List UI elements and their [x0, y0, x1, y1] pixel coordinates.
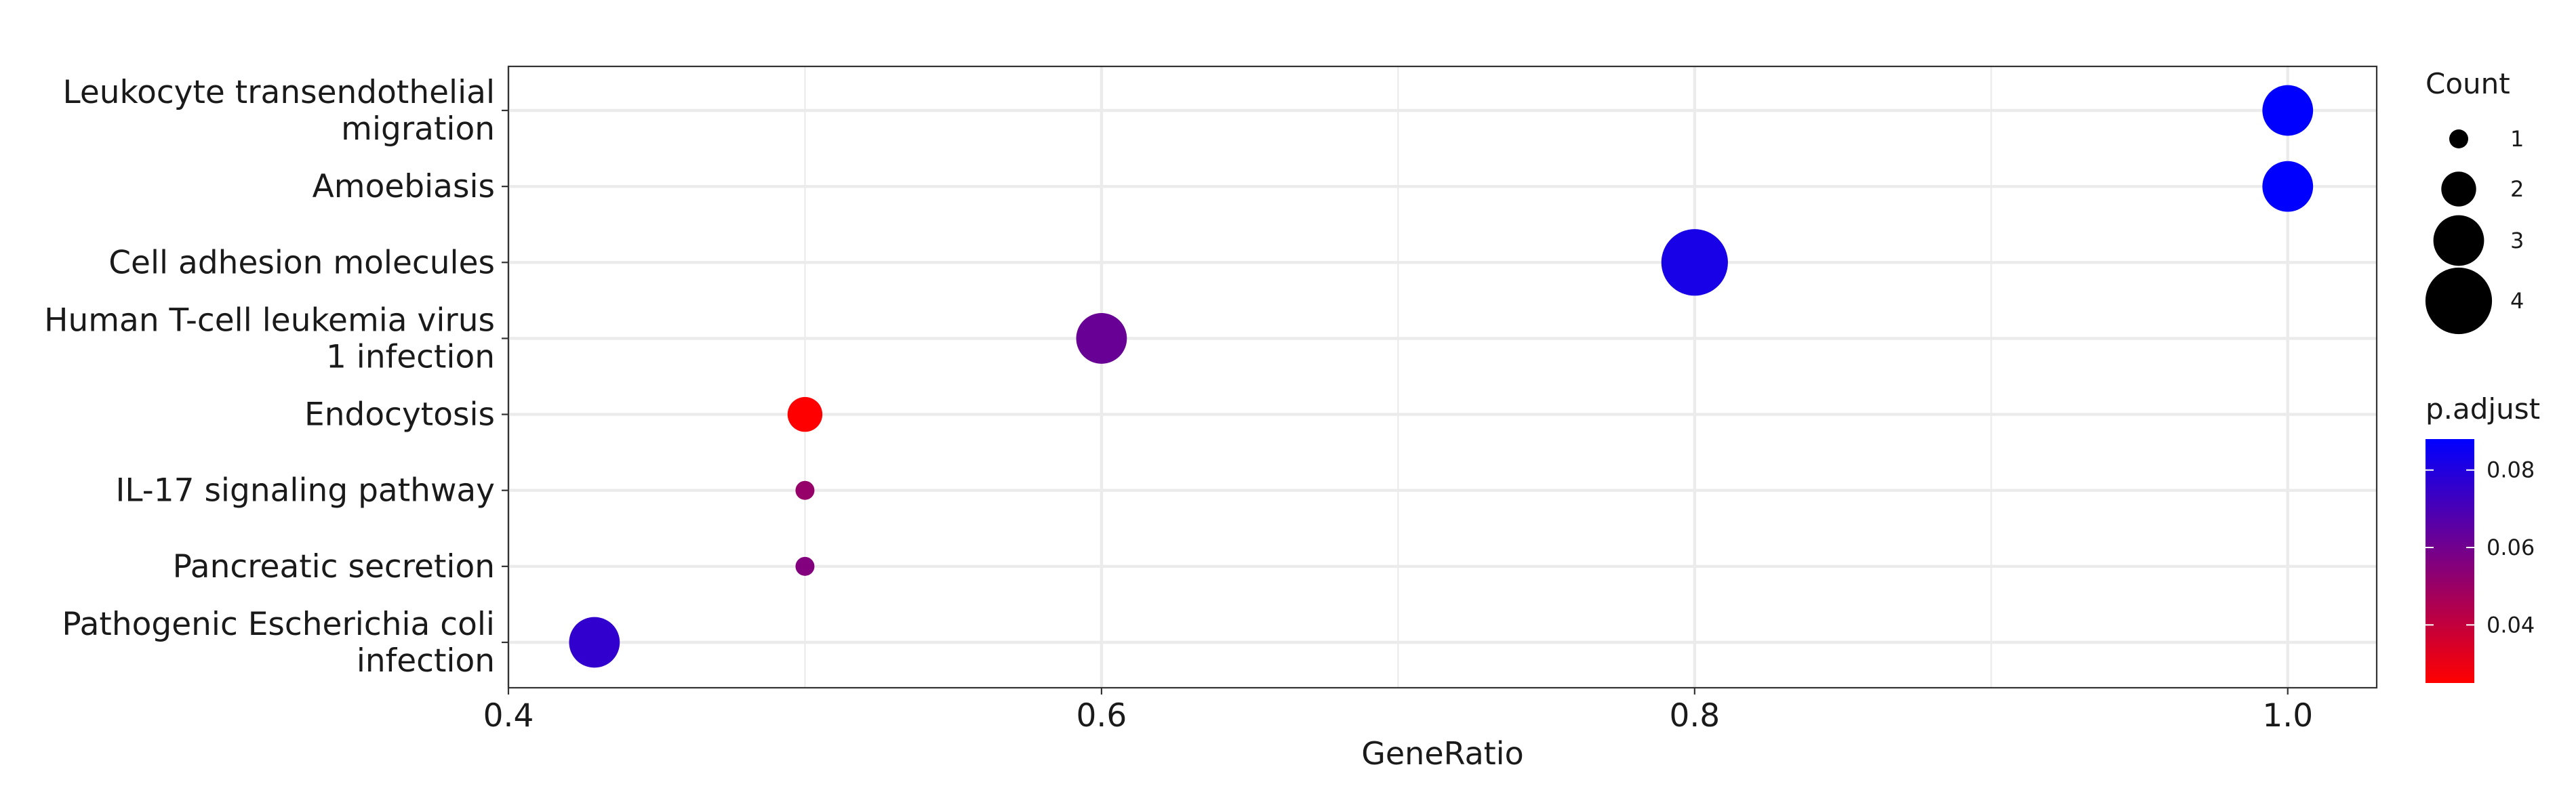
y-tick-label: IL-17 signaling pathway [116, 472, 495, 510]
plot-border [507, 65, 2378, 689]
count-legend-label: 1 [2510, 126, 2524, 152]
count-legend-key [2425, 267, 2493, 335]
count-legend-label: 3 [2510, 228, 2524, 253]
data-point [2262, 161, 2314, 212]
x-axis-title: GeneRatio [1361, 735, 1524, 772]
data-point [569, 617, 620, 668]
x-tick-label: 0.4 [483, 697, 534, 735]
p-adjust-legend-label: 0.06 [2487, 535, 2535, 560]
x-tick-label: 0.8 [1669, 697, 1720, 735]
x-axis: 0.4 0.6 0.8 1.0 [483, 688, 2313, 735]
p-adjust-legend: p.adjust 0.04 0.06 0.08 [2426, 392, 2540, 683]
data-point [1076, 313, 1127, 364]
y-tick-label: Pancreatic secretion [173, 548, 495, 585]
y-tick-label: Amoebiasis [313, 168, 495, 205]
count-legend-label: 4 [2510, 288, 2524, 314]
p-adjust-legend-label: 0.04 [2487, 612, 2535, 638]
count-legend-title: Count [2426, 67, 2510, 100]
plot-panel [508, 66, 2377, 688]
x-tick-label: 0.6 [1076, 697, 1127, 735]
y-tick-label: Human T-cell leukemia virus 1 infection [44, 302, 495, 375]
x-tick-label: 1.0 [2262, 697, 2313, 735]
data-point [2262, 85, 2314, 136]
y-tick-label: Leukocyte transendothelial migration [62, 74, 495, 148]
data-point [795, 480, 815, 500]
data-point [1661, 229, 1728, 296]
count-legend-key [2433, 215, 2484, 266]
y-axis: Leukocyte transendothelial migration Amoeb… [44, 74, 508, 680]
y-tick-label: Cell adhesion molecules [108, 244, 495, 281]
data-points [569, 85, 2314, 668]
count-legend-key [2449, 129, 2468, 148]
y-tick-label: Pathogenic Escherichia coli infection [62, 606, 495, 680]
data-point [795, 556, 815, 576]
count-legend-key [2441, 171, 2476, 207]
p-adjust-colorbar [2426, 439, 2474, 683]
count-legend-label: 2 [2510, 176, 2524, 202]
y-tick-label: Endocytosis [304, 396, 495, 434]
p-adjust-legend-title: p.adjust [2426, 392, 2540, 426]
p-adjust-legend-label: 0.08 [2487, 457, 2535, 483]
data-point [787, 396, 823, 432]
